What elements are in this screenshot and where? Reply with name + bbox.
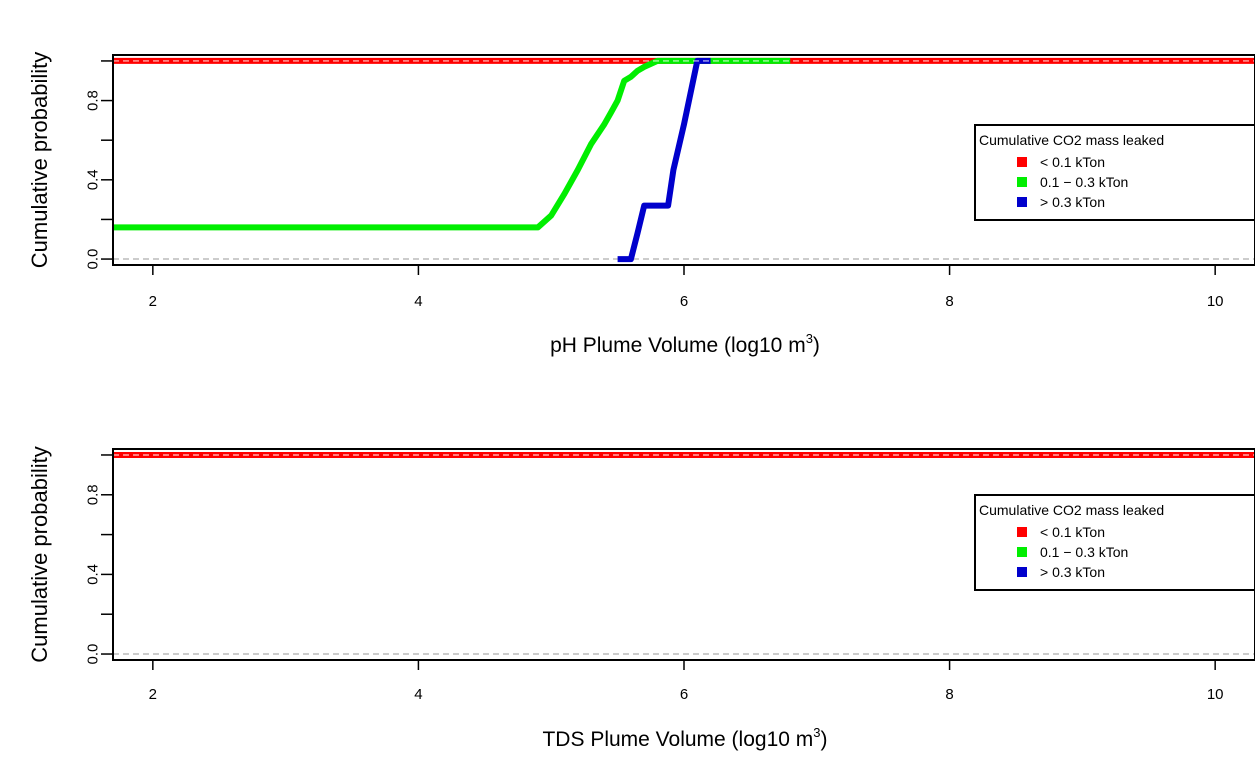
legend-entry-1: < 0.1 kTon <box>1040 154 1105 170</box>
x-axis-label-close: ) <box>821 728 828 751</box>
series-line-3 <box>617 57 711 263</box>
chart-panel-2: 0.0 0.4 0.8 2 4 6 8 10 TDS Plume Volume (log10 m… <box>27 446 1255 751</box>
legend-swatch-1 <box>1017 527 1027 537</box>
x-axis-label: pH Plume Volume (log10 m3) <box>550 331 820 357</box>
x-axis-label: TDS Plume Volume (log10 m3) <box>542 725 827 751</box>
chart-panel-1: 0.0 0.4 0.8 2 4 6 8 10 pH Plume Volume (log10 m3… <box>27 52 1255 357</box>
legend-swatch-1 <box>1017 157 1027 167</box>
y-axis-label: Cumulative probability <box>27 446 52 662</box>
x-axis-label-sup: 3 <box>806 331 813 346</box>
legend-swatch-2 <box>1017 547 1027 557</box>
x-tick-label: 10 <box>1207 686 1224 703</box>
y-tick-label: 0.4 <box>85 169 102 190</box>
x-axis-label-main: pH Plume Volume (log10 m <box>550 334 806 357</box>
x-tick-label: 2 <box>149 293 157 310</box>
y-tick-label: 0.8 <box>85 484 102 505</box>
x-tick-label: 4 <box>414 686 422 703</box>
y-axis-label: Cumulative probability <box>27 52 52 268</box>
legend: Cumulative CO2 mass leaked < 0.1 kTon 0.1 … <box>974 124 1255 221</box>
x-tick-label: 10 <box>1207 293 1224 310</box>
legend-swatch-3 <box>1017 197 1027 207</box>
x-tick-label: 6 <box>680 686 688 703</box>
legend-entry-3: > 0.3 kTon <box>1040 194 1105 210</box>
series-line-2 <box>113 57 791 231</box>
legend-entry-2: 0.1 − 0.3 kTon <box>1040 544 1128 560</box>
legend-swatch-2 <box>1017 177 1027 187</box>
legend-title: Cumulative CO2 mass leaked <box>979 502 1164 518</box>
legend: Cumulative CO2 mass leaked < 0.1 kTon 0.1 … <box>974 494 1255 591</box>
legend-entry-1: < 0.1 kTon <box>1040 524 1105 540</box>
y-tick-label: 0.0 <box>85 249 102 270</box>
legend-entry-2: 0.1 − 0.3 kTon <box>1040 174 1128 190</box>
y-tick-label: 0.4 <box>85 564 102 585</box>
x-tick-label: 4 <box>414 293 422 310</box>
legend-title: Cumulative CO2 mass leaked <box>979 132 1164 148</box>
x-tick-label: 8 <box>945 686 953 703</box>
x-axis-label-main: TDS Plume Volume (log10 m <box>542 728 813 751</box>
y-tick-label: 0.8 <box>85 90 102 111</box>
x-tick-label: 6 <box>680 293 688 310</box>
x-axis-label-sup: 3 <box>813 725 820 740</box>
x-axis-label-close: ) <box>813 334 820 357</box>
x-tick-label: 8 <box>945 293 953 310</box>
x-tick-label: 2 <box>149 686 157 703</box>
legend-swatch-3 <box>1017 567 1027 577</box>
y-tick-label: 0.0 <box>85 644 102 665</box>
legend-entry-3: > 0.3 kTon <box>1040 564 1105 580</box>
